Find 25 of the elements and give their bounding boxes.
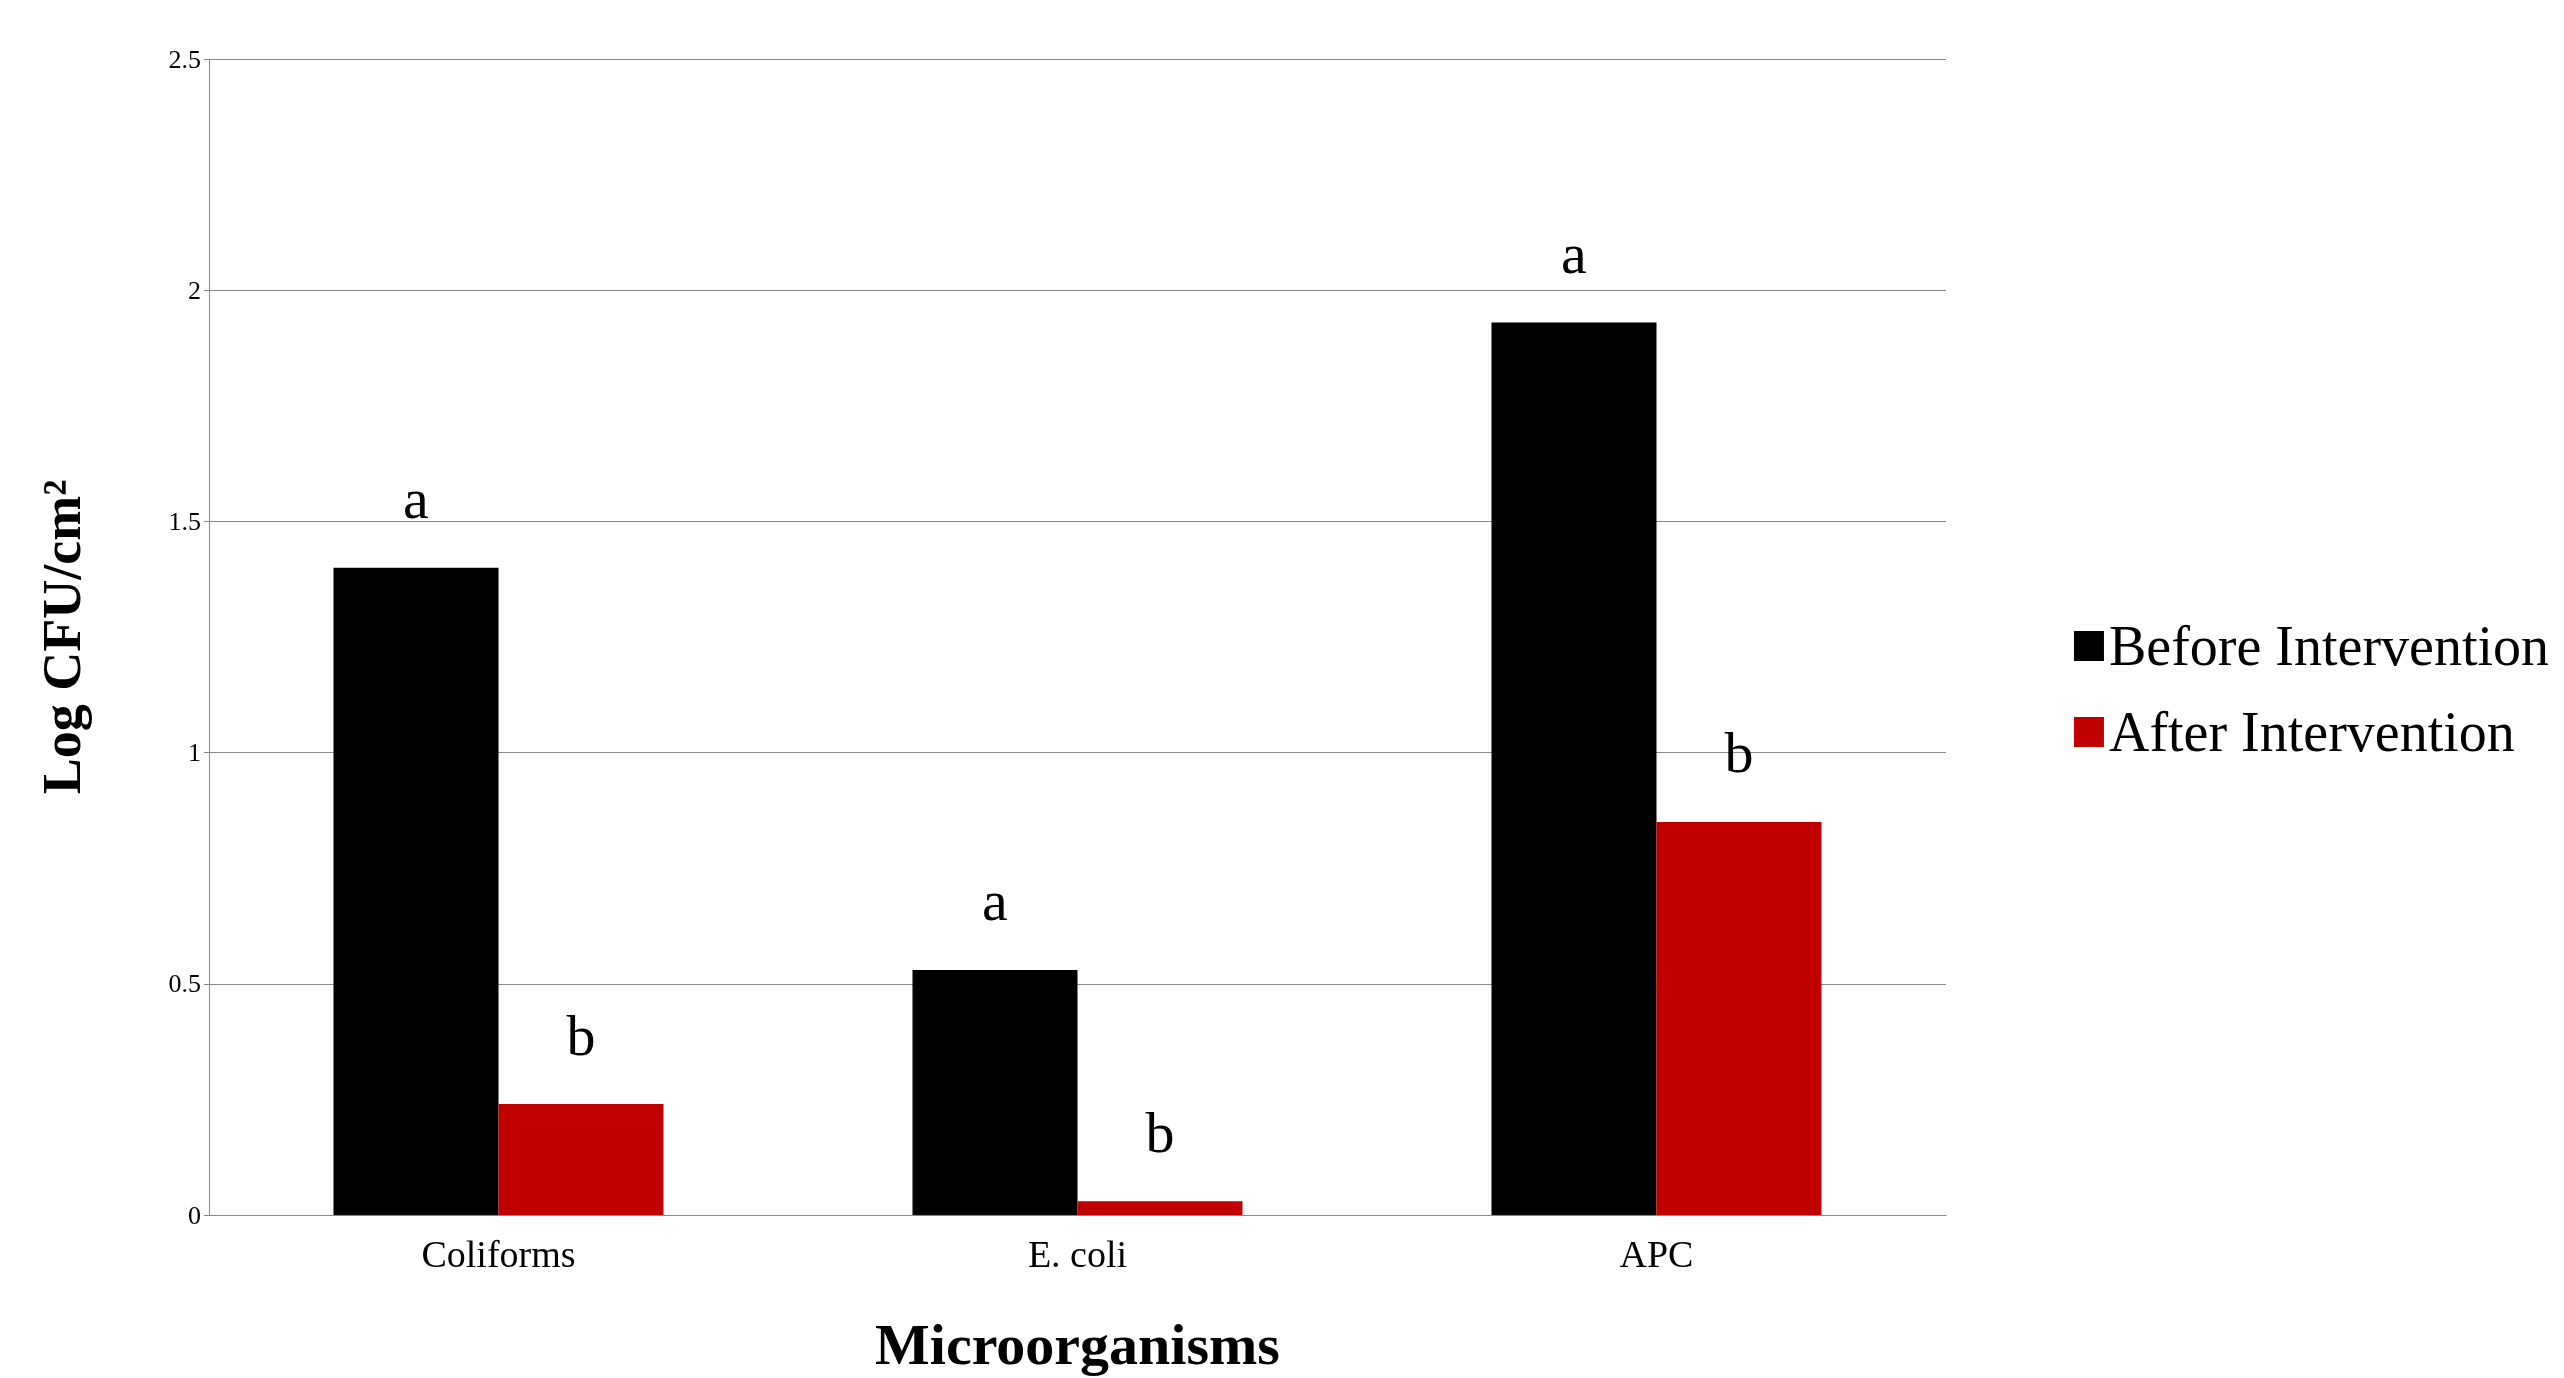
- y-tick-label: 0.5: [168, 969, 201, 999]
- bar: [912, 969, 1078, 1215]
- bar: [1077, 1201, 1243, 1215]
- y-tick-label: 1: [188, 738, 201, 768]
- bar: [333, 567, 499, 1215]
- annotation: b: [1145, 1099, 1175, 1165]
- y-axis-title: Log CFU/cm²: [32, 479, 92, 795]
- annotation: a: [403, 466, 429, 532]
- annotation: b: [566, 1002, 596, 1068]
- bar: [1491, 322, 1657, 1215]
- y-tick-label: 2.5: [168, 44, 201, 74]
- annotation: a: [982, 868, 1008, 934]
- x-tick-label: Coliforms: [421, 1233, 576, 1275]
- bar: [498, 1104, 664, 1215]
- legend-label: Before Intervention: [2108, 615, 2549, 677]
- legend-label: After Intervention: [2108, 701, 2515, 763]
- x-tick-label: APC: [1619, 1233, 1694, 1275]
- y-tick-label: 0: [188, 1200, 201, 1230]
- bar: [1656, 821, 1822, 1215]
- y-tick-label: 2: [188, 275, 201, 305]
- x-axis-title: Microorganisms: [875, 1311, 1280, 1377]
- annotation: a: [1561, 221, 1587, 287]
- annotation: b: [1724, 720, 1754, 786]
- y-tick-label: 1.5: [168, 506, 201, 536]
- x-tick-label: E. coli: [1027, 1233, 1128, 1275]
